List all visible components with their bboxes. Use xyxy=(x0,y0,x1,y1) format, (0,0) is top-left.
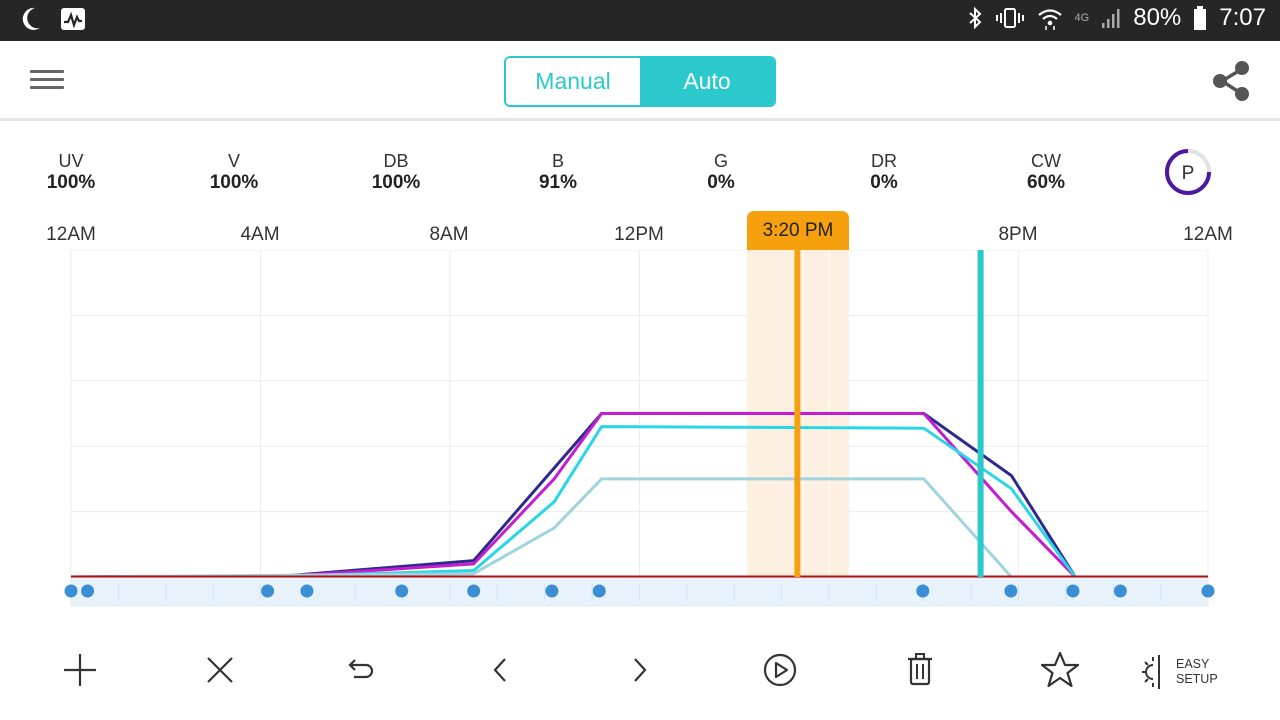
control-point[interactable] xyxy=(395,584,409,598)
channel-value: 100% xyxy=(46,172,96,193)
control-point[interactable] xyxy=(300,584,314,598)
undo-icon[interactable] xyxy=(338,648,382,692)
hamburger-menu-icon[interactable] xyxy=(30,66,64,96)
mode-toggle: Manual Auto xyxy=(504,56,776,107)
vibrate-icon xyxy=(995,8,1024,28)
control-point[interactable] xyxy=(1066,584,1080,598)
time-axis-label: 12AM xyxy=(46,224,96,245)
series-line-1 xyxy=(70,412,1208,579)
play-circle-icon[interactable] xyxy=(758,648,802,692)
channel-value: 60% xyxy=(1026,172,1066,193)
channel-value: 0% xyxy=(870,172,898,193)
profile-label: P xyxy=(1182,163,1195,184)
battery-icon xyxy=(1194,6,1207,30)
bluetooth-icon xyxy=(968,6,981,30)
app-bar: Manual Auto xyxy=(0,41,1280,121)
close-icon[interactable] xyxy=(198,648,242,692)
control-point[interactable] xyxy=(81,584,95,598)
channel-name: CW xyxy=(1031,151,1061,171)
light-schedule-chart[interactable] xyxy=(0,250,1280,610)
bottom-toolbar: EASY SETUP xyxy=(0,630,1280,710)
control-point[interactable] xyxy=(916,584,930,598)
clock-time: 7:07 xyxy=(1219,4,1266,31)
channel-b[interactable]: B 91% xyxy=(508,150,608,194)
control-point[interactable] xyxy=(64,584,78,598)
signal-icon xyxy=(1102,9,1120,28)
battery-percent: 80% xyxy=(1133,4,1182,31)
channel-name: DB xyxy=(383,151,409,171)
trash-icon[interactable] xyxy=(898,648,942,692)
time-axis-label: 12PM xyxy=(614,224,664,245)
channel-cw[interactable]: CW 60% xyxy=(996,150,1096,194)
share-icon[interactable] xyxy=(1208,57,1256,105)
control-point[interactable] xyxy=(261,584,275,598)
channel-db[interactable]: DB 100% xyxy=(346,150,446,194)
channel-value: 0% xyxy=(707,172,735,193)
control-point[interactable] xyxy=(1113,584,1127,598)
channel-uv[interactable]: UV 100% xyxy=(21,150,121,194)
chevron-left-icon[interactable] xyxy=(478,648,522,692)
channel-v[interactable]: V 100% xyxy=(184,150,284,194)
status-bar: 4G 80% 7:07 xyxy=(0,0,1280,41)
channel-name: B xyxy=(551,151,564,171)
channel-g[interactable]: G 0% xyxy=(671,150,771,194)
mode-manual-button[interactable]: Manual xyxy=(506,58,640,105)
star-icon[interactable] xyxy=(1038,648,1082,692)
channel-dr[interactable]: DR 0% xyxy=(834,150,934,194)
time-axis: 12AM 4AM 8AM 12PM 8PM 12AM xyxy=(0,222,1280,250)
channel-value: 91% xyxy=(538,172,578,193)
current-time-badge[interactable]: 3:20 PM xyxy=(747,211,849,251)
add-icon[interactable] xyxy=(58,648,102,692)
easy-setup-sun-icon xyxy=(1142,655,1160,689)
easy-setup-label-line2: SETUP xyxy=(1176,672,1218,686)
control-point[interactable] xyxy=(1201,584,1215,598)
time-axis-label: 8PM xyxy=(998,224,1038,245)
channel-name: DR xyxy=(871,151,897,171)
network-type: 4G xyxy=(1074,12,1090,24)
wifi-icon xyxy=(1037,9,1062,30)
chevron-right-icon[interactable] xyxy=(618,648,662,692)
easy-setup-button[interactable]: EASY SETUP xyxy=(1138,650,1218,694)
control-point[interactable] xyxy=(545,584,559,598)
control-point[interactable] xyxy=(592,584,606,598)
channel-value: 100% xyxy=(209,172,259,193)
easy-setup-label-line1: EASY xyxy=(1176,657,1210,671)
channel-name: V xyxy=(227,151,240,171)
control-point[interactable] xyxy=(467,584,481,598)
mode-auto-button[interactable]: Auto xyxy=(640,58,774,105)
channel-name: G xyxy=(713,151,728,171)
channel-name: UV xyxy=(58,151,84,171)
channel-value: 100% xyxy=(371,172,421,193)
profile-button[interactable]: P xyxy=(1164,148,1212,196)
time-axis-label: 8AM xyxy=(429,224,469,245)
channel-levels: UV 100% V 100% DB 100% B 91% G 0% DR 0% … xyxy=(0,150,1280,200)
activity-monitor-icon xyxy=(61,8,85,30)
moon-icon xyxy=(22,7,40,30)
control-point[interactable] xyxy=(1004,584,1018,598)
time-axis-label: 12AM xyxy=(1183,224,1233,245)
time-axis-label: 4AM xyxy=(240,224,280,245)
